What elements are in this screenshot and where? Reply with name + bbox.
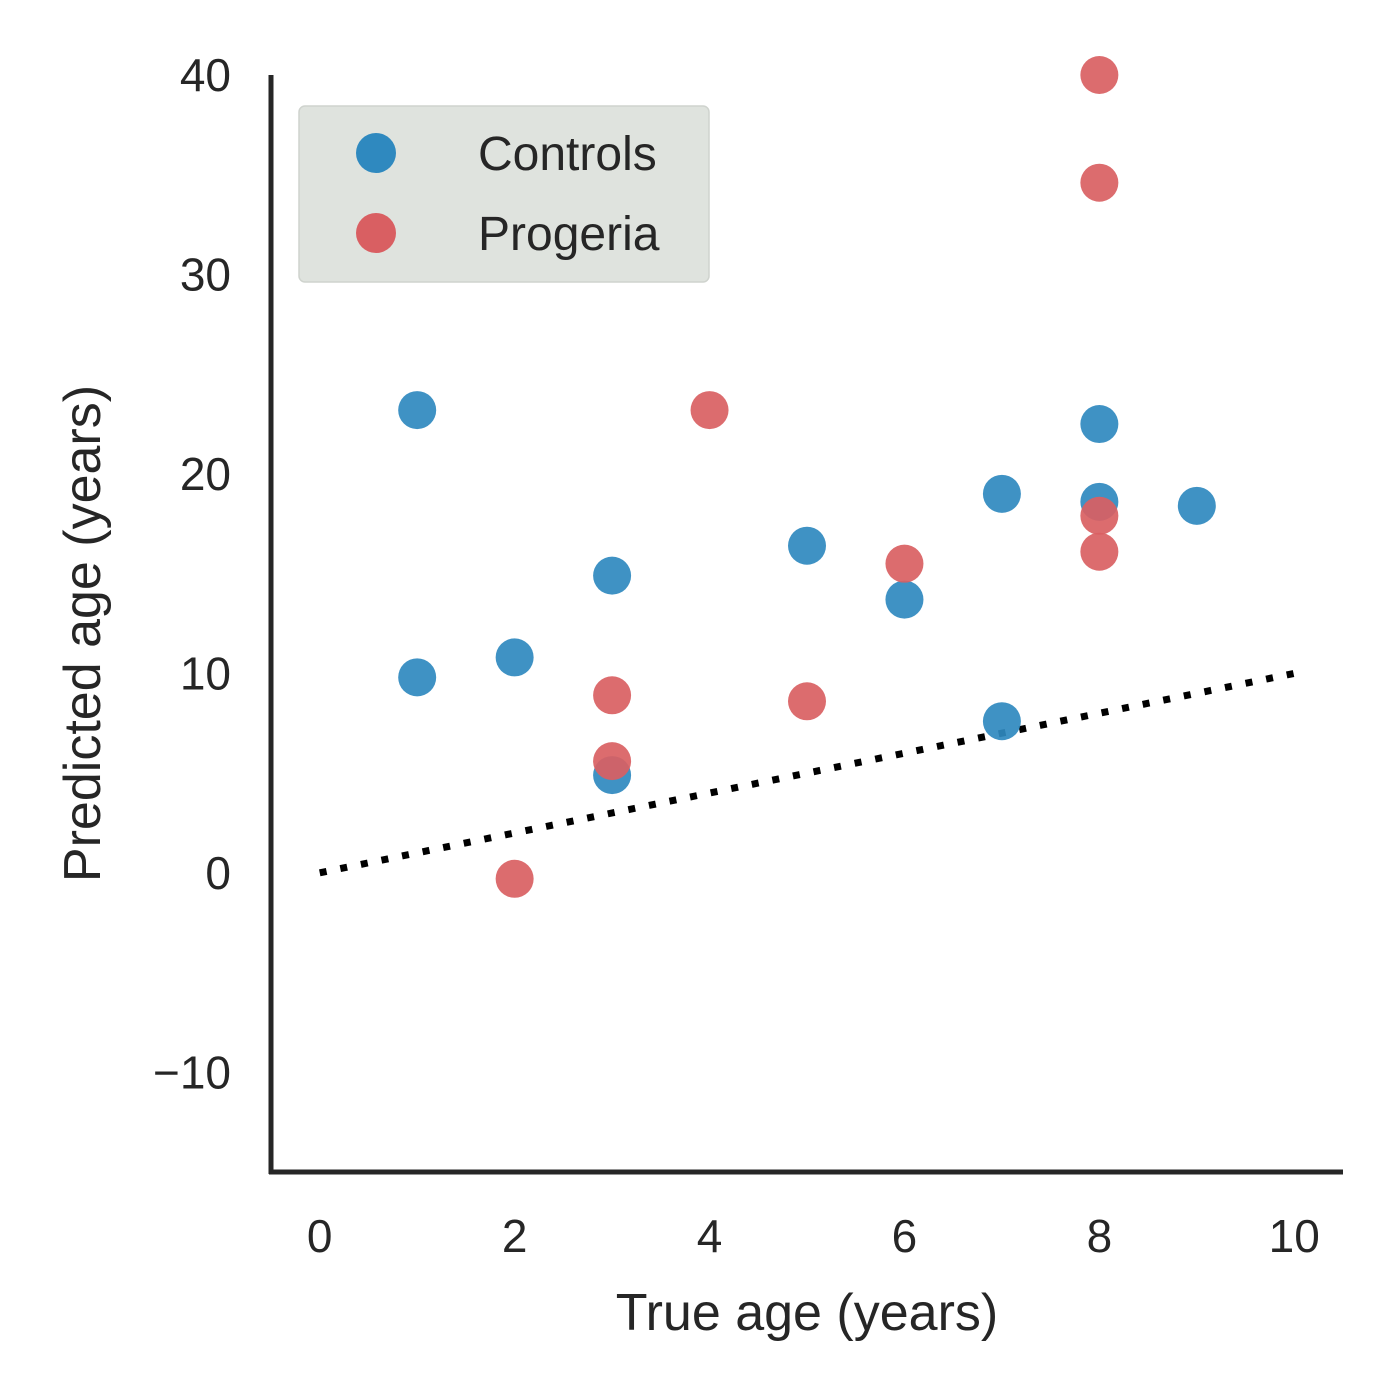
point-controls: [788, 526, 826, 565]
points-layer: [398, 56, 1216, 898]
point-progeria: [788, 682, 826, 721]
point-progeria: [690, 391, 729, 430]
legend-box: [298, 105, 710, 283]
point-controls: [885, 580, 924, 619]
point-progeria: [885, 544, 924, 583]
point-controls: [495, 638, 534, 677]
x-tick-label: 8: [1087, 1210, 1113, 1262]
x-tick-label: 6: [892, 1210, 918, 1262]
point-controls: [398, 391, 437, 430]
legend-label-controls: Controls: [478, 128, 657, 181]
tick-labels-layer: 0 2 4 6 8 10 −10 0 10 20 30 40: [153, 49, 1320, 1262]
point-controls: [982, 702, 1021, 741]
x-axis-label: True age (years): [616, 1284, 998, 1342]
point-controls: [1177, 486, 1216, 525]
point-controls: [593, 556, 632, 595]
series-progeria: [495, 56, 1119, 898]
y-tick-label: 20: [180, 448, 231, 500]
point-controls: [398, 658, 437, 697]
legend-label-progeria: Progeria: [478, 208, 660, 261]
point-controls: [982, 474, 1021, 513]
axes-layer: [268, 75, 1343, 1175]
x-tick-label: 2: [502, 1210, 528, 1262]
point-progeria: [593, 742, 632, 781]
legend: Controls Progeria: [298, 105, 710, 283]
x-tick-label: 4: [697, 1210, 723, 1262]
series-controls: [398, 391, 1216, 795]
y-tick-label: 0: [205, 847, 231, 899]
point-progeria: [1080, 532, 1119, 571]
y-tick-label: −10: [153, 1046, 231, 1098]
point-progeria: [1080, 163, 1119, 202]
point-progeria: [593, 676, 632, 715]
point-controls: [1080, 405, 1119, 444]
x-tick-label: 0: [307, 1210, 333, 1262]
point-progeria: [1080, 56, 1119, 94]
point-progeria: [495, 859, 534, 898]
point-progeria: [1080, 496, 1119, 535]
y-axis-label: Predicted age (years): [54, 385, 112, 882]
y-tick-label: 30: [180, 248, 231, 300]
legend-marker-progeria: [356, 213, 396, 253]
x-tick-label: 10: [1269, 1210, 1320, 1262]
y-tick-label: 40: [180, 49, 231, 101]
y-tick-label: 10: [180, 647, 231, 699]
legend-marker-controls: [356, 133, 396, 173]
